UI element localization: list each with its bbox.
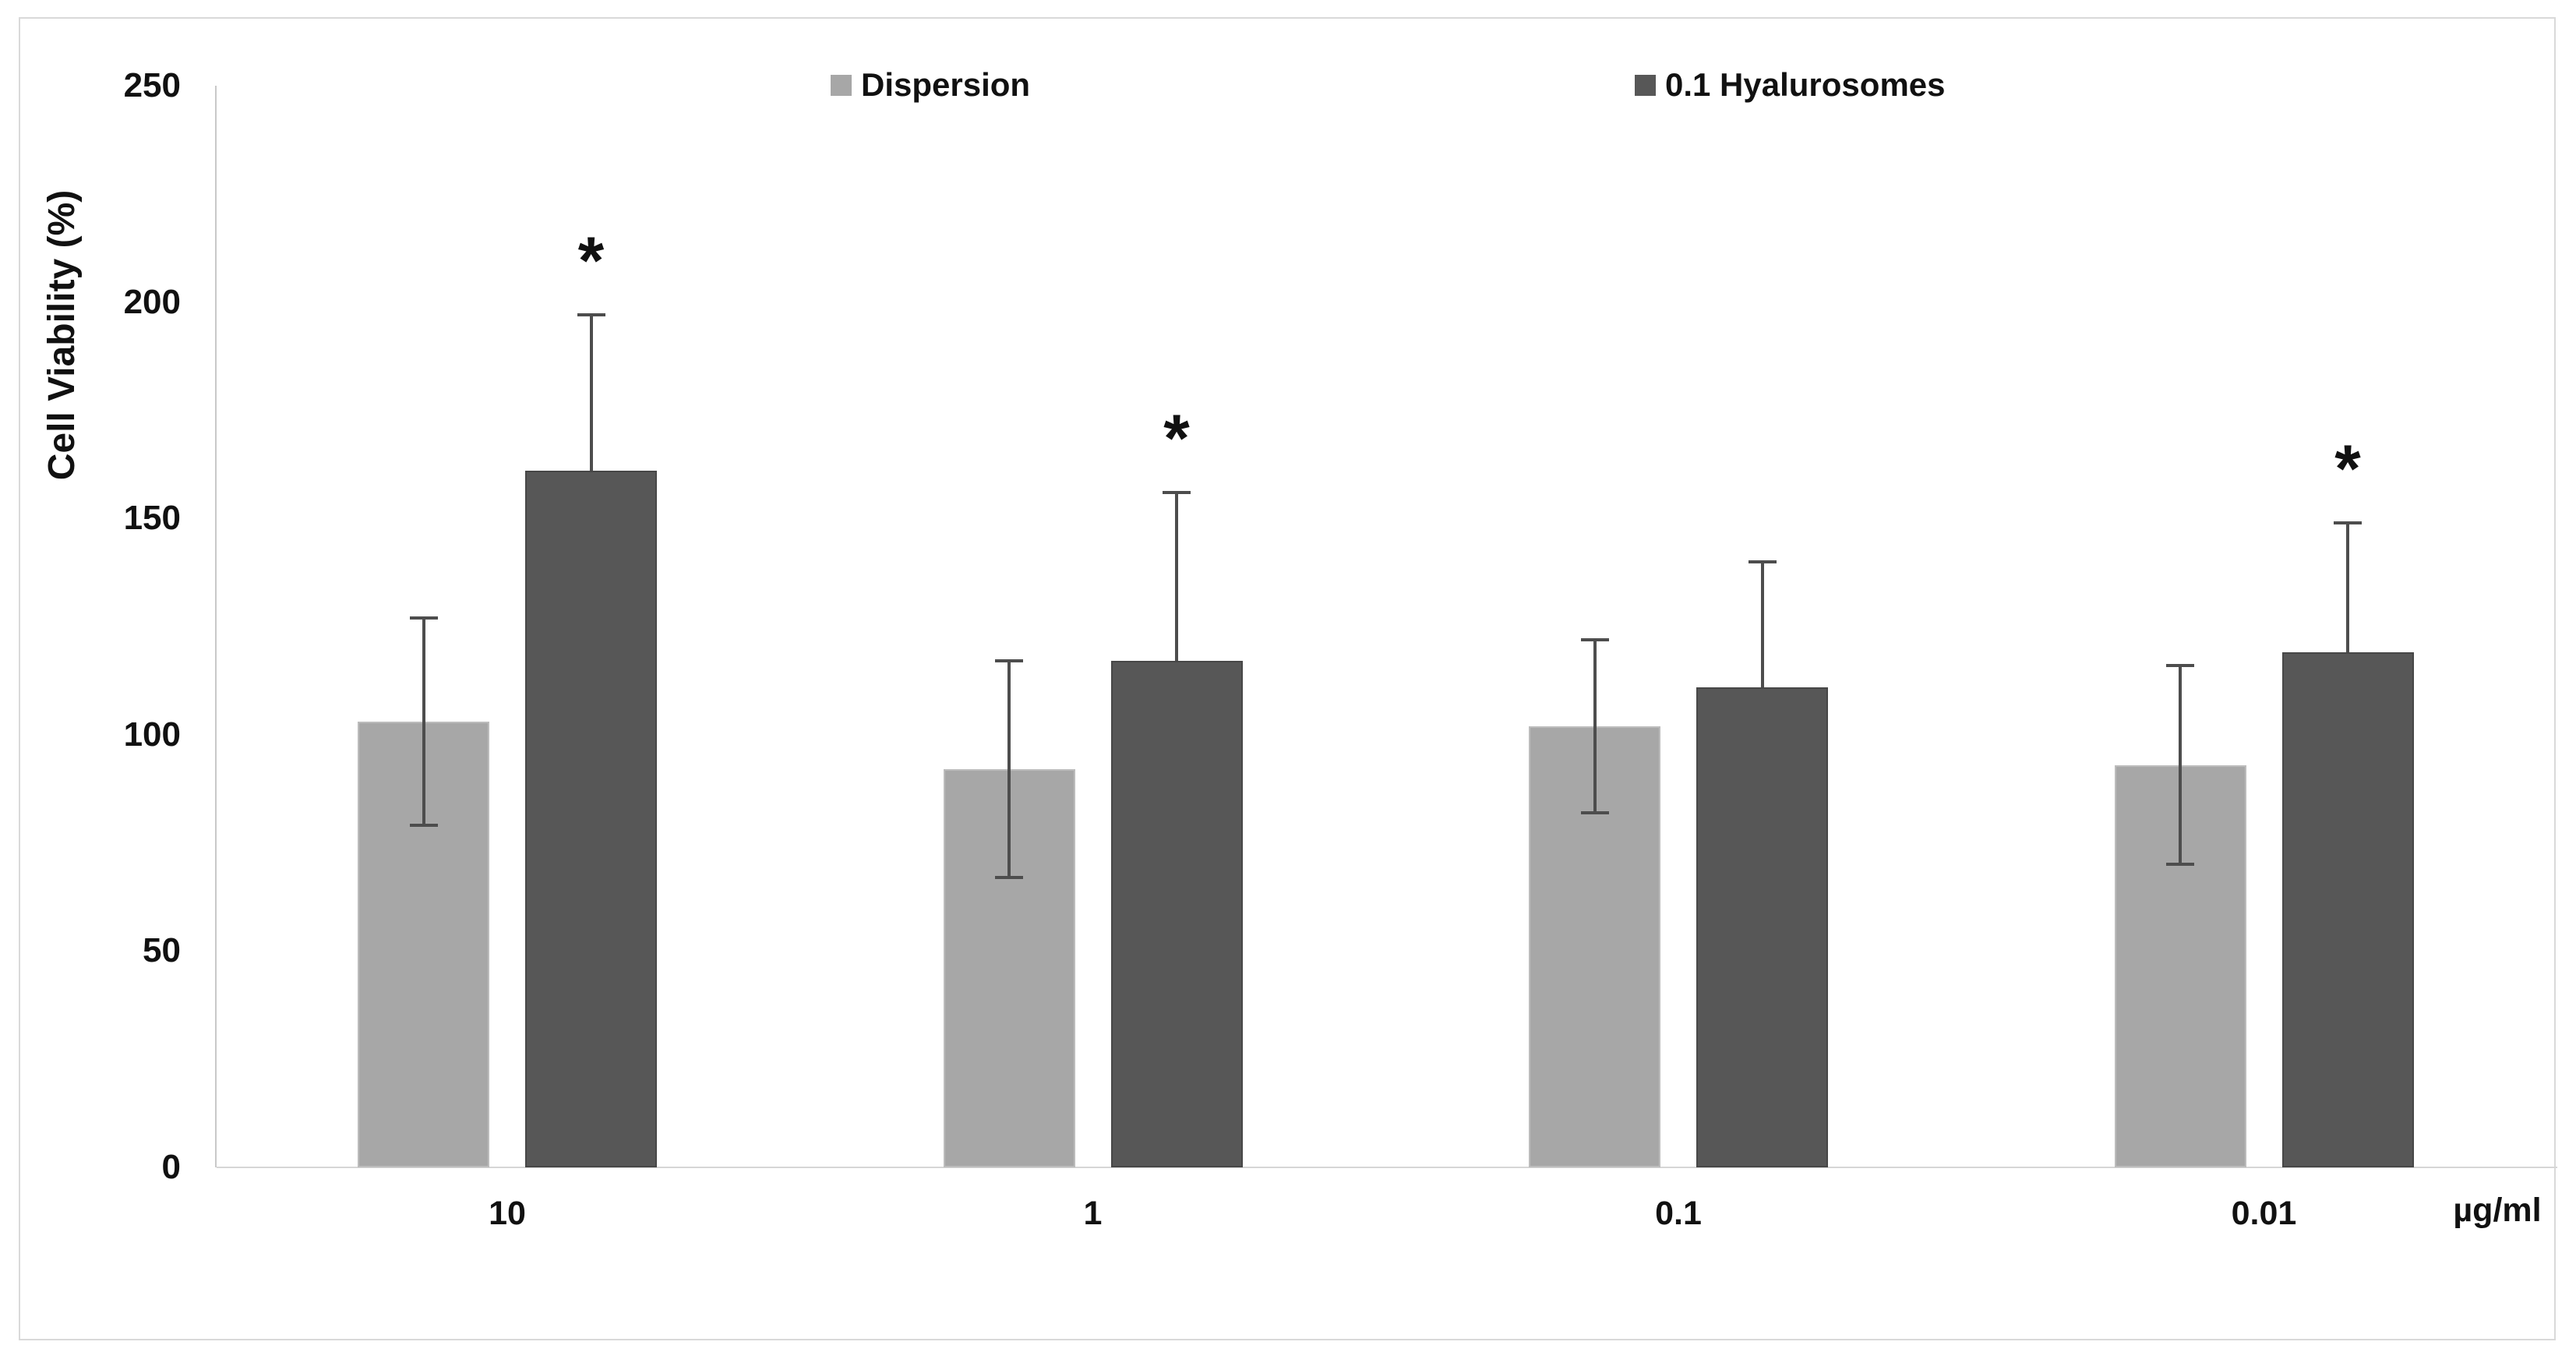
y-tick-label-0: 0 [161, 1148, 181, 1186]
legend-label-dispersion: Dispersion [861, 66, 1031, 103]
bar-hyalurosomes-0.1 [1696, 687, 1828, 1167]
y-tick-label-50: 50 [143, 931, 181, 970]
y-tick-label-200: 200 [123, 282, 181, 321]
bar-hyalurosomes-10 [525, 471, 657, 1167]
error-bar-top-cap [409, 616, 438, 620]
legend-item-hyalurosomes: 0.1 Hyalurosomes [1635, 67, 1946, 103]
error-bar-line [1175, 492, 1178, 662]
error-bar-top-cap [2166, 663, 2194, 667]
error-bar-top-cap [1580, 637, 1609, 641]
significance-asterisk: * [577, 224, 605, 299]
y-tick-label-250: 250 [123, 66, 181, 104]
error-bar-top-cap [1163, 490, 1191, 494]
error-bar-top-cap [577, 313, 605, 317]
error-bar-top-cap [2334, 521, 2362, 524]
y-tick-label-150: 150 [123, 499, 181, 538]
error-bar-line [1760, 561, 1764, 687]
bar-hyalurosomes-1 [1110, 661, 1243, 1167]
y-tick-label-100: 100 [123, 715, 181, 754]
error-bar-bottom-cap [2166, 863, 2194, 867]
x-category-label-1: 1 [1083, 1195, 1103, 1232]
error-bar-bottom-cap [1580, 810, 1609, 814]
x-axis-line [217, 1167, 2557, 1168]
error-bar-line [2346, 522, 2349, 653]
legend-label-hyalurosomes: 0.1 Hyalurosomes [1665, 66, 1946, 103]
error-bar-bottom-cap [409, 824, 438, 828]
error-bar-top-cap [995, 659, 1023, 663]
error-bar-top-cap [1748, 560, 1777, 563]
x-category-label-0.01: 0.01 [2231, 1195, 2297, 1232]
y-axis-line [215, 86, 217, 1167]
legend-swatch-hyalurosomes-icon [1635, 74, 1656, 96]
error-bar-line [422, 617, 425, 826]
error-bar-line [1007, 661, 1011, 877]
error-bar-line [2179, 665, 2182, 865]
significance-asterisk: * [2334, 431, 2361, 507]
error-bar-line [589, 315, 593, 471]
x-category-label-0.1: 0.1 [1655, 1195, 1702, 1232]
x-axis-unit-label: µg/ml [2453, 1192, 2542, 1229]
bar-hyalurosomes-0.01 [2281, 652, 2414, 1167]
error-bar-bottom-cap [995, 876, 1023, 880]
legend-item-dispersion: Dispersion [831, 67, 1030, 103]
significance-asterisk: * [1163, 401, 1190, 476]
error-bar-line [1593, 639, 1597, 813]
legend-swatch-dispersion-icon [831, 74, 852, 96]
x-category-label-10: 10 [489, 1195, 526, 1232]
